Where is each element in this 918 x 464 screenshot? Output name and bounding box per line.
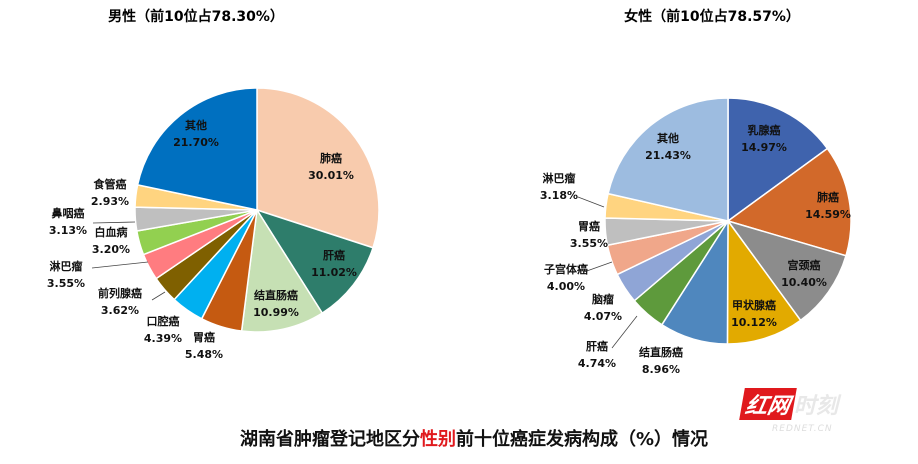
slice-label: 甲状腺癌 (732, 298, 776, 312)
pie-slice (726, 219, 847, 322)
slice-label: 其他 (657, 131, 679, 145)
slice-value-label: 3.62% (101, 304, 139, 317)
leader-line (611, 315, 638, 349)
leader-line (583, 261, 613, 273)
leader-line (92, 221, 136, 224)
pie-slice (255, 208, 374, 315)
slice-label: 其他 (185, 118, 207, 132)
slice-label: 肝癌 (323, 248, 345, 262)
slice-value-label: 5.48% (185, 348, 223, 361)
slice-label: 口腔癌 (147, 314, 180, 328)
slice-label: 结直肠癌 (253, 288, 298, 302)
pie-slice (607, 97, 729, 222)
watermark-brand-rest: 时刻 (794, 394, 839, 419)
slice-label: 淋巴瘤 (543, 171, 576, 185)
slice-value-label: 3.55% (570, 237, 608, 250)
watermark-brand: 红网 (739, 388, 797, 420)
slice-value-label: 8.96% (642, 363, 680, 376)
slice-value-label: 21.70% (173, 136, 219, 149)
slice-value-label: 3.13% (49, 224, 87, 237)
leader-line (151, 291, 166, 301)
pie-slice (727, 97, 829, 223)
slice-label: 宫颈癌 (788, 258, 821, 272)
slice-label: 鼻咽癌 (52, 206, 85, 220)
slice-value-label: 3.20% (92, 243, 130, 256)
slice-label: 结直肠癌 (638, 345, 683, 359)
female-chart-title: 女性（前10位占78.57%） (624, 9, 800, 25)
slice-value-label: 14.59% (805, 208, 851, 221)
slice-label: 肺癌 (817, 190, 839, 204)
slice-value-label: 4.00% (547, 280, 585, 293)
watermark-domain: REDNET.CN (772, 424, 833, 434)
slice-label: 食管癌 (94, 177, 127, 191)
slice-value-label: 4.07% (584, 310, 622, 323)
title-highlight: 性别 (420, 429, 456, 450)
pie-slice (726, 218, 802, 345)
slice-label: 淋巴瘤 (50, 259, 83, 273)
pie-slice (240, 207, 324, 333)
slice-label: 子宫体癌 (544, 262, 588, 276)
title-part: 湖南省肿瘤登记地区分 (240, 429, 420, 450)
slice-label: 前列腺癌 (98, 286, 142, 300)
slice-label: 白血病 (95, 225, 128, 239)
watermark-logo: 红网 时刻 REDNET.CN (739, 388, 839, 434)
pie-slice (256, 87, 380, 249)
slice-label: 脑瘤 (592, 292, 614, 306)
slice-value-label: 30.01% (308, 169, 354, 182)
slice-label: 肺癌 (320, 151, 342, 165)
slice-value-label: 21.43% (645, 149, 691, 162)
slice-label: 胃癌 (193, 330, 215, 344)
slice-value-label: 3.55% (47, 277, 85, 290)
male-chart-title: 男性（前10位占78.30%） (108, 9, 284, 25)
pie-slice (136, 87, 258, 211)
slice-value-label: 10.12% (731, 316, 777, 329)
slice-value-label: 3.18% (540, 189, 578, 202)
slice-label: 肝癌 (586, 339, 608, 353)
slice-label: 胃癌 (578, 219, 600, 233)
title-part: 前十位癌症发病构成（%）情况 (456, 429, 709, 450)
leader-line (91, 261, 149, 269)
slice-label: 乳腺癌 (748, 123, 781, 137)
slice-value-label: 4.39% (144, 332, 182, 345)
slice-value-label: 4.74% (578, 357, 616, 370)
slice-value-label: 2.93% (91, 195, 129, 208)
main-title: 湖南省肿瘤登记地区分性别前十位癌症发病构成（%）情况 (240, 425, 708, 451)
leader-line (577, 196, 605, 208)
slice-value-label: 11.02% (311, 266, 357, 279)
slice-value-label: 14.97% (741, 141, 787, 154)
slice-value-label: 10.40% (781, 276, 827, 289)
pie-slice (726, 147, 852, 257)
slice-value-label: 10.99% (253, 306, 299, 319)
